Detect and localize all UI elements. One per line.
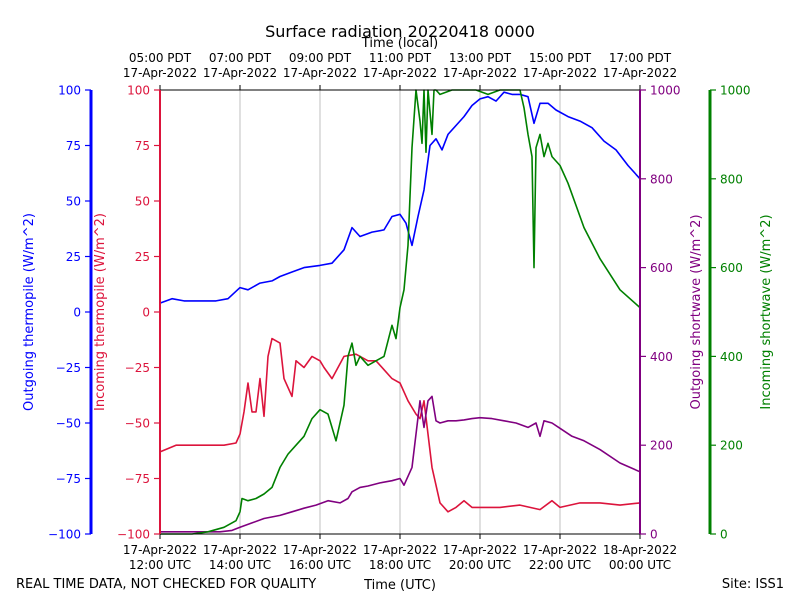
top-tick-label-date: 17-Apr-2022 — [443, 66, 517, 80]
y-tick-label-outgoing_thermopile: −75 — [56, 472, 81, 486]
y-tick-label-incoming_shortwave: 400 — [720, 350, 743, 364]
x-tick-label-time: 18:00 UTC — [369, 558, 431, 572]
y-tick-label-outgoing_shortwave: 0 — [650, 528, 658, 542]
y-tick-label-incoming_thermopile: 50 — [135, 195, 150, 209]
top-tick-label-time: 07:00 PDT — [209, 51, 272, 65]
y-axis-label-incoming_thermopile: Incoming thermopile (W/m^2) — [93, 213, 108, 411]
quality-disclaimer: REAL TIME DATA, NOT CHECKED FOR QUALITY — [16, 577, 316, 592]
y-tick-label-incoming_thermopile: 100 — [127, 84, 150, 98]
y-tick-label-outgoing_thermopile: 50 — [66, 195, 81, 209]
y-tick-label-outgoing_thermopile: 0 — [73, 306, 81, 320]
series-line-incoming_shortwave — [160, 89, 641, 535]
y-tick-label-outgoing_thermopile: 100 — [58, 84, 81, 98]
y-axis-label-outgoing_shortwave: Outgoing shortwave (W/m^2) — [689, 214, 704, 409]
y-axis-label-outgoing_thermopile: Outgoing thermopile (W/m^2) — [22, 213, 37, 411]
chart-title: Surface radiation 20220418 0000 — [265, 22, 535, 41]
y-tick-label-outgoing_shortwave: 600 — [650, 261, 673, 275]
x-tick-label-time: 00:00 UTC — [609, 558, 671, 572]
y-tick-label-incoming_thermopile: 0 — [142, 306, 150, 320]
x-tick-label-date: 17-Apr-2022 — [203, 543, 277, 557]
x-tick-label-time: 16:00 UTC — [289, 558, 351, 572]
x-tick-label-date: 17-Apr-2022 — [523, 543, 597, 557]
y-tick-label-incoming_thermopile: −25 — [125, 361, 150, 375]
top-tick-label-time: 09:00 PDT — [289, 51, 352, 65]
top-tick-label-date: 17-Apr-2022 — [123, 66, 197, 80]
y-tick-label-outgoing_thermopile: 25 — [66, 250, 81, 264]
y-tick-label-outgoing_shortwave: 400 — [650, 350, 673, 364]
x-axis-label: Time (UTC) — [363, 578, 436, 593]
y-tick-label-incoming_thermopile: −100 — [117, 528, 150, 542]
x-tick-label-date: 17-Apr-2022 — [123, 543, 197, 557]
y-tick-label-outgoing_shortwave: 1000 — [650, 84, 681, 98]
x-tick-label-date: 18-Apr-2022 — [603, 543, 677, 557]
x-tick-label-time: 20:00 UTC — [449, 558, 511, 572]
top-tick-label-date: 17-Apr-2022 — [603, 66, 677, 80]
y-tick-label-outgoing_thermopile: 75 — [66, 139, 81, 153]
y-tick-label-outgoing_thermopile: −100 — [48, 528, 81, 542]
top-tick-label-time: 11:00 PDT — [369, 51, 432, 65]
x-tick-label-date: 17-Apr-2022 — [443, 543, 517, 557]
x-tick-label-date: 17-Apr-2022 — [283, 543, 357, 557]
x-tick-label-time: 12:00 UTC — [129, 558, 191, 572]
site-label: Site: ISS1 — [722, 577, 784, 592]
top-tick-label-date: 17-Apr-2022 — [203, 66, 277, 80]
series-line-outgoing_thermopile — [159, 91, 641, 304]
top-axis-label: Time (local) — [361, 36, 438, 51]
y-tick-label-incoming_thermopile: 25 — [135, 250, 150, 264]
y-tick-label-outgoing_thermopile: −50 — [56, 417, 81, 431]
top-tick-label-date: 17-Apr-2022 — [523, 66, 597, 80]
y-axis-label-incoming_shortwave: Incoming shortwave (W/m^2) — [759, 214, 774, 409]
x-tick-label-time: 22:00 UTC — [529, 558, 591, 572]
y-tick-label-incoming_shortwave: 200 — [720, 439, 743, 453]
y-tick-label-incoming_thermopile: −75 — [125, 472, 150, 486]
x-tick-label-time: 14:00 UTC — [209, 558, 271, 572]
top-tick-label-date: 17-Apr-2022 — [283, 66, 357, 80]
y-tick-label-incoming_shortwave: 1000 — [720, 84, 751, 98]
top-tick-label-time: 05:00 PDT — [129, 51, 192, 65]
series-line-outgoing_shortwave — [160, 395, 641, 533]
y-tick-label-incoming_shortwave: 800 — [720, 172, 743, 186]
top-tick-label-time: 15:00 PDT — [529, 51, 592, 65]
top-tick-label-time: 17:00 PDT — [609, 51, 672, 65]
y-tick-label-incoming_thermopile: 75 — [135, 139, 150, 153]
y-tick-label-outgoing_shortwave: 200 — [650, 439, 673, 453]
x-tick-label-date: 17-Apr-2022 — [363, 543, 437, 557]
y-tick-label-outgoing_shortwave: 800 — [650, 172, 673, 186]
y-tick-label-incoming_shortwave: 0 — [720, 528, 728, 542]
y-tick-label-incoming_thermopile: −50 — [125, 417, 150, 431]
top-tick-label-time: 13:00 PDT — [449, 51, 512, 65]
y-tick-label-incoming_shortwave: 600 — [720, 261, 743, 275]
top-tick-label-date: 17-Apr-2022 — [363, 66, 437, 80]
series-layer — [159, 89, 641, 535]
y-tick-label-outgoing_thermopile: −25 — [56, 361, 81, 375]
